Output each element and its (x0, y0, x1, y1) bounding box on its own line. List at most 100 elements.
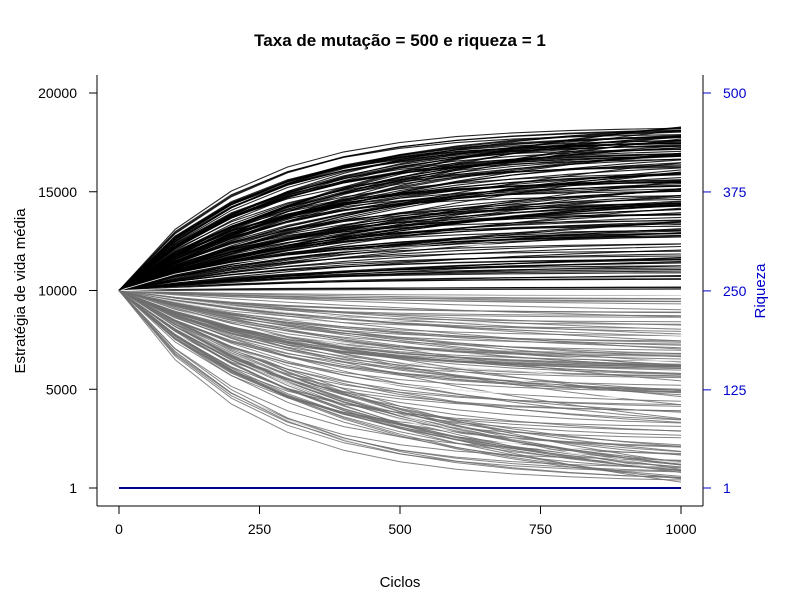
strategy-line (118, 185, 682, 291)
strategy-line (118, 290, 682, 446)
chart-title: Taxa de mutação = 500 e riqueza = 1 (254, 31, 546, 50)
strategy-line (118, 223, 682, 292)
strategy-line (118, 162, 682, 292)
strategy-line (118, 290, 682, 313)
strategy-line (118, 290, 682, 355)
strategy-line (118, 290, 682, 406)
strategy-line (118, 290, 682, 296)
y-tick-label: 1 (69, 480, 77, 496)
strategy-line (118, 290, 682, 330)
strategy-line (118, 290, 682, 477)
strategy-line (118, 233, 682, 292)
strategy-line (118, 290, 682, 368)
strategy-line (118, 290, 682, 375)
y2-tick-label: 500 (723, 85, 747, 101)
strategy-line (118, 145, 682, 291)
strategy-line (118, 250, 682, 292)
strategy-line (118, 190, 682, 292)
strategy-line (118, 207, 682, 292)
strategy-line (118, 221, 682, 292)
y2-axis-label: Riqueza (752, 263, 769, 319)
strategy-line (118, 204, 682, 292)
strategy-line (118, 290, 682, 369)
strategy-line (118, 171, 682, 292)
strategy-line (118, 153, 682, 291)
strategy-line (118, 255, 682, 292)
strategy-line (118, 275, 682, 292)
strategy-line (118, 198, 682, 291)
y-tick-label: 10000 (38, 283, 77, 299)
x-tick-label: 250 (248, 521, 272, 537)
x-tick-label: 1000 (665, 521, 696, 537)
strategy-line (118, 290, 682, 300)
x-axis-label: Ciclos (380, 574, 421, 591)
strategy-line (118, 290, 682, 303)
strategy-line (118, 290, 682, 346)
y2-tick-label: 250 (723, 283, 747, 299)
strategy-line (118, 290, 682, 452)
strategy-line (118, 189, 682, 292)
strategy-line (118, 290, 682, 375)
strategy-line (118, 129, 682, 291)
strategy-line (118, 282, 682, 291)
strategy-line (118, 142, 682, 291)
strategy-line (118, 290, 682, 423)
strategy-line (118, 290, 682, 421)
strategy-line (118, 290, 682, 439)
strategy-line (118, 290, 681, 296)
y2-tick-label: 125 (723, 382, 747, 398)
strategy-line (118, 290, 682, 377)
strategy-line (118, 241, 682, 291)
bottom-axis: 0 250 500 750 1000 (97, 505, 703, 537)
strategy-lines (118, 126, 682, 483)
strategy-line (118, 290, 682, 367)
strategy-line (118, 290, 682, 468)
strategy-line (118, 290, 682, 332)
strategy-line (118, 290, 682, 481)
strategy-line (118, 290, 682, 427)
strategy-line (118, 290, 682, 337)
strategy-line (118, 290, 682, 294)
strategy-line (118, 288, 682, 292)
strategy-line (118, 205, 682, 292)
strategy-line (118, 180, 682, 292)
strategy-line (118, 290, 682, 358)
strategy-line (118, 129, 682, 291)
y-axis-label: Estratégia de vida média (12, 208, 29, 374)
right-axis: 1 125 250 375 500 (702, 75, 747, 506)
strategy-line (118, 154, 682, 291)
y2-tick-label: 375 (723, 184, 747, 200)
strategy-line (118, 290, 682, 325)
x-tick-label: 750 (529, 521, 553, 537)
strategy-line (118, 290, 682, 392)
strategy-line (118, 142, 682, 291)
strategy-line (118, 290, 682, 432)
strategy-line (118, 213, 682, 292)
x-tick-label: 500 (388, 521, 412, 537)
strategy-line (118, 153, 682, 291)
strategy-line (118, 290, 682, 318)
y-tick-label: 5000 (46, 381, 77, 397)
strategy-line (118, 232, 682, 292)
strategy-line (118, 290, 682, 391)
y-tick-label: 20000 (38, 85, 77, 101)
y-tick-label: 15000 (38, 184, 77, 200)
strategy-line (118, 290, 682, 447)
strategy-line (118, 257, 682, 292)
strategy-line (118, 127, 682, 291)
strategy-line (118, 290, 682, 413)
strategy-line (118, 290, 682, 479)
strategy-line (118, 181, 682, 291)
strategy-line (118, 290, 682, 382)
strategy-line (118, 130, 682, 291)
strategy-line (118, 245, 682, 292)
strategy-line (118, 290, 682, 466)
strategy-line (118, 142, 682, 291)
x-tick-label: 0 (115, 521, 123, 537)
y2-tick-label: 1 (723, 480, 731, 496)
strategy-line (118, 272, 682, 292)
strategy-line (118, 290, 682, 386)
strategy-line (118, 154, 682, 291)
